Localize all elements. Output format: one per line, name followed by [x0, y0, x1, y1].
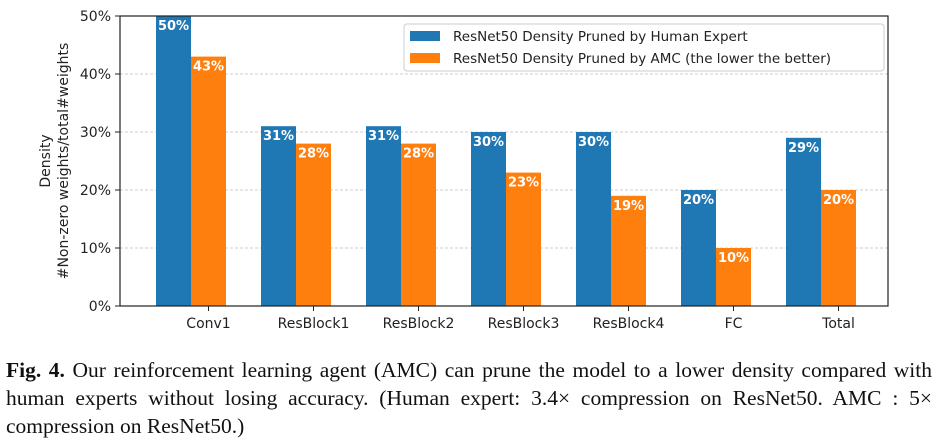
x-tick-label: ResBlock1 [278, 316, 350, 332]
legend-swatch-amc [410, 53, 440, 63]
caption-text: Our reinforcement learning agent (AMC) c… [6, 358, 932, 438]
y-tick-label: 0% [89, 299, 111, 315]
y-axis-label-line2: #Non-zero weights/total#weights [56, 43, 72, 280]
legend-label-human: ResNet50 Density Pruned by Human Expert [453, 29, 748, 45]
legend-label-amc: ResNet50 Density Pruned by AMC (the lowe… [453, 51, 831, 67]
plot-frame [119, 15, 889, 307]
data-label: 20% [683, 193, 714, 208]
data-label: 31% [368, 129, 399, 144]
data-label: 29% [788, 141, 819, 156]
y-axis-label-line1: Density [38, 134, 54, 187]
data-label: 50% [158, 19, 189, 34]
y-tick-label: 20% [80, 183, 111, 199]
bar-human [261, 126, 296, 306]
bar-amc [611, 195, 646, 306]
bar-amc [716, 248, 751, 306]
y-tick-label: 30% [80, 125, 111, 141]
x-tick-label: Conv1 [186, 316, 230, 332]
y-tick-label: 10% [80, 241, 111, 257]
data-label: 43% [193, 60, 224, 75]
bar-human [156, 16, 191, 306]
data-label: 30% [578, 135, 609, 150]
bars: 50% 43% 31% 28% 31% 28% 30% 23% 30% 19% 20% 10% 29% 2… [156, 16, 856, 306]
bar-human [366, 126, 401, 306]
figure-caption: Fig. 4. Our reinforcement learning agent… [6, 356, 932, 440]
data-label: 23% [508, 176, 539, 191]
bar-amc [191, 56, 226, 306]
x-ticks: Conv1 ResBlock1 ResBlock2 ResBlock3 ResBlock… [186, 306, 855, 332]
data-label: 28% [298, 147, 329, 162]
gridlines [120, 73, 888, 249]
legend-swatch-human [410, 31, 440, 41]
bar-amc [821, 190, 856, 306]
x-tick-label: ResBlock2 [383, 316, 455, 332]
data-label: 30% [473, 135, 504, 150]
y-ticks: 0% 10% 20% 30% 40% 50% [80, 9, 120, 315]
bar-human [786, 137, 821, 306]
y-tick-label: 40% [80, 67, 111, 83]
data-label: 31% [263, 129, 294, 144]
x-tick-label: ResBlock4 [593, 316, 665, 332]
bar-amc [296, 143, 331, 306]
legend-box [403, 23, 885, 72]
bar-human [576, 132, 611, 306]
x-tick-label: ResBlock3 [488, 316, 560, 332]
data-label: 20% [823, 193, 854, 208]
bar-human [471, 132, 506, 306]
bar-human [681, 190, 716, 306]
x-tick-label: Total [821, 316, 855, 332]
bar-chart: 50% 43% 31% 28% 31% 28% 30% 23% 30% 19% 20% 10% 29% 2… [38, 9, 889, 332]
data-label: 28% [403, 147, 434, 162]
data-label: 10% [718, 251, 749, 266]
bar-amc [401, 143, 436, 306]
caption-label: Fig. 4. [6, 358, 65, 382]
data-label: 19% [613, 199, 644, 214]
legend: ResNet50 Density Pruned by Human Expert … [403, 23, 885, 72]
x-tick-label: FC [725, 316, 743, 332]
bar-amc [506, 172, 541, 306]
y-tick-label: 50% [80, 9, 111, 25]
